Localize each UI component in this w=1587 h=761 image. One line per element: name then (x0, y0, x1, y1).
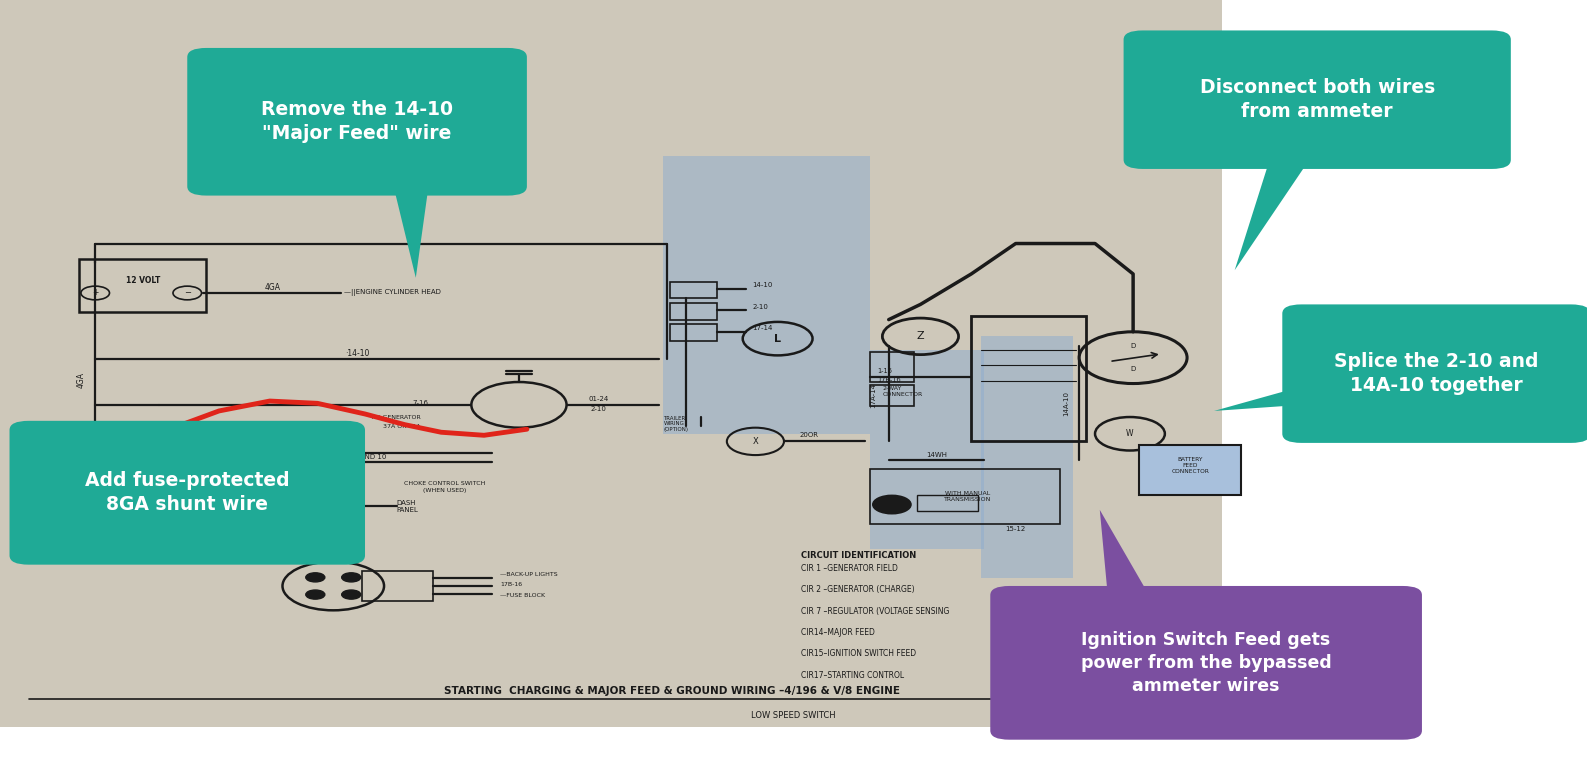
Text: BAT: BAT (352, 444, 365, 450)
Text: GROUND 10: GROUND 10 (344, 454, 386, 460)
Text: 4GA: 4GA (76, 372, 86, 389)
Text: 7-16: 7-16 (413, 400, 428, 406)
Text: CIR14–MAJOR FEED: CIR14–MAJOR FEED (801, 628, 876, 637)
Text: 01-24: 01-24 (589, 396, 608, 402)
FancyBboxPatch shape (990, 586, 1422, 740)
Text: 17-14: 17-14 (752, 325, 773, 331)
FancyBboxPatch shape (981, 336, 1073, 578)
Text: +: + (92, 288, 98, 298)
Text: 17A-14: 17A-14 (870, 384, 876, 408)
Text: STARTING
MOTOR: STARTING MOTOR (154, 489, 189, 503)
Text: AC GENERATOR: AC GENERATOR (371, 415, 421, 419)
Text: DASH
PANEL: DASH PANEL (397, 499, 419, 513)
Text: STARTING  CHARGING & MAJOR FEED & GROUND WIRING –4/196 & V/8 ENGINE: STARTING CHARGING & MAJOR FEED & GROUND … (444, 686, 900, 696)
Text: RR XMBRI|: RR XMBRI| (251, 452, 286, 460)
Text: 2-10: 2-10 (590, 406, 606, 412)
Text: CIR15–IGNITION SWITCH FEED: CIR15–IGNITION SWITCH FEED (801, 649, 917, 658)
Polygon shape (1100, 510, 1149, 595)
Text: −: − (184, 288, 190, 298)
Text: 14A-10: 14A-10 (1063, 391, 1070, 416)
Text: 17-14: 17-14 (251, 463, 270, 469)
Text: 4GA: 4GA (265, 283, 281, 292)
Text: 17B-16: 17B-16 (878, 377, 901, 383)
FancyBboxPatch shape (1282, 304, 1587, 443)
FancyBboxPatch shape (870, 350, 984, 549)
Text: TRANSMISSION
MOUNTING: TRANSMISSION MOUNTING (67, 512, 114, 523)
Text: LOW SPEED SWITCH: LOW SPEED SWITCH (751, 711, 836, 720)
Text: CHOKE CONTROL SWITCH: CHOKE CONTROL SWITCH (403, 481, 486, 486)
FancyBboxPatch shape (10, 421, 365, 565)
Text: CIR 2 –GENERATOR (CHARGE): CIR 2 –GENERATOR (CHARGE) (801, 585, 916, 594)
Text: 4WH: 4WH (270, 498, 286, 504)
Circle shape (341, 573, 360, 582)
Text: L: L (774, 333, 781, 344)
Text: 2-WAY
CONNECTOR: 2-WAY CONNECTOR (882, 386, 922, 396)
Text: Ignition Switch Feed gets
power from the bypassed
ammeter wires: Ignition Switch Feed gets power from the… (1081, 631, 1331, 695)
Polygon shape (1214, 387, 1301, 411)
Text: CIRCUIT IDENTIFICATION: CIRCUIT IDENTIFICATION (801, 551, 917, 560)
Text: 14BN  —<(: 14BN —<( (251, 444, 290, 450)
Text: 2-10: 2-10 (752, 304, 768, 310)
Text: WITH MANUAL
TRANSMISSION: WITH MANUAL TRANSMISSION (944, 491, 992, 501)
Text: 14-10: 14-10 (752, 282, 773, 288)
Text: CIR17–STARTING CONTROL: CIR17–STARTING CONTROL (801, 670, 905, 680)
Text: BATTERY
FEED
CONNECTOR: BATTERY FEED CONNECTOR (1171, 457, 1209, 474)
Circle shape (306, 573, 325, 582)
Text: —BACK-UP LIGHTS: —BACK-UP LIGHTS (500, 572, 557, 577)
Text: Z: Z (917, 331, 924, 342)
Polygon shape (230, 430, 294, 502)
Text: D: D (1130, 343, 1136, 349)
Polygon shape (1235, 160, 1309, 270)
Text: —FUSE BLOCK: —FUSE BLOCK (500, 593, 544, 597)
Text: TRAILER
WIRING
(OPTION): TRAILER WIRING (OPTION) (663, 416, 689, 432)
Text: Remove the 14-10
"Major Feed" wire: Remove the 14-10 "Major Feed" wire (262, 100, 452, 143)
Text: (WHEN USED): (WHEN USED) (422, 489, 467, 493)
Text: Add fuse-protected
8GA shunt wire: Add fuse-protected 8GA shunt wire (86, 471, 289, 514)
Text: CIR 7 –REGULATOR (VOLTAGE SENSING: CIR 7 –REGULATOR (VOLTAGE SENSING (801, 607, 949, 616)
FancyBboxPatch shape (187, 48, 527, 196)
Text: ·14-10: ·14-10 (344, 349, 370, 358)
Circle shape (306, 590, 325, 599)
FancyBboxPatch shape (0, 0, 1222, 727)
Text: 1-16: 1-16 (878, 368, 892, 374)
Text: 37A OR 61A: 37A OR 61A (382, 424, 421, 428)
Text: CIR 1 –GENERATOR FIELD: CIR 1 –GENERATOR FIELD (801, 564, 898, 573)
Circle shape (341, 590, 360, 599)
Text: Disconnect both wires
from ammeter: Disconnect both wires from ammeter (1200, 78, 1435, 121)
Text: W: W (1127, 429, 1133, 438)
Text: —||ENGINE CYLINDER HEAD: —||ENGINE CYLINDER HEAD (344, 289, 441, 297)
FancyBboxPatch shape (1139, 445, 1241, 495)
Text: 15-12: 15-12 (1006, 526, 1025, 532)
Text: Splice the 2-10 and
14A-10 together: Splice the 2-10 and 14A-10 together (1335, 352, 1538, 395)
Text: X: X (752, 437, 759, 446)
Text: 17B-16: 17B-16 (500, 582, 522, 587)
Text: 20OR: 20OR (800, 432, 819, 438)
Polygon shape (394, 186, 428, 278)
Text: D: D (1130, 366, 1136, 372)
FancyBboxPatch shape (1124, 30, 1511, 169)
FancyBboxPatch shape (663, 156, 870, 434)
Text: 14WH: 14WH (925, 452, 947, 458)
Text: 12 VOLT: 12 VOLT (125, 275, 160, 285)
Circle shape (873, 495, 911, 514)
